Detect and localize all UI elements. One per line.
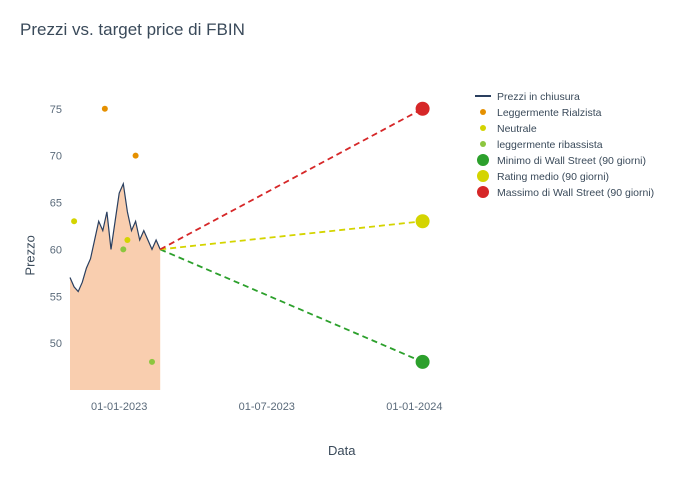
legend-label: leggermente ribassista	[497, 139, 603, 151]
legend-label: Prezzi in chiusura	[497, 91, 580, 103]
chart-container: Prezzi vs. target price di FBIN Prezzo D…	[0, 0, 700, 500]
legend-label: Minimo di Wall Street (90 giorni)	[497, 155, 646, 167]
y-tick-label: 60	[50, 244, 62, 256]
legend-dot-swatch	[480, 141, 486, 147]
price-area-fill	[70, 184, 160, 390]
legend-dot-swatch	[477, 154, 489, 166]
plot-area: Prezzo Data 50556065707501-01-202301-07-…	[20, 70, 680, 450]
scatter-point	[102, 106, 108, 112]
x-tick-label: 01-01-2024	[386, 401, 442, 413]
y-tick-label: 65	[50, 198, 62, 210]
y-tick-label: 55	[50, 291, 62, 303]
x-axis-label: Data	[328, 443, 355, 458]
legend-label: Rating medio (90 giorni)	[497, 171, 609, 183]
y-tick-label: 70	[50, 151, 62, 163]
y-axis-label: Prezzo	[23, 235, 38, 275]
projection-end-marker	[416, 355, 430, 369]
legend-label: Neutrale	[497, 123, 537, 135]
legend-dot-swatch	[480, 125, 486, 131]
x-tick-label: 01-01-2023	[91, 401, 147, 413]
scatter-point	[71, 218, 77, 224]
y-tick-label: 75	[50, 104, 62, 116]
projection-line	[160, 249, 422, 362]
scatter-point	[133, 153, 139, 159]
chart-title: Prezzi vs. target price di FBIN	[20, 20, 690, 40]
legend-label: Leggermente Rialzista	[497, 107, 602, 119]
scatter-point	[120, 246, 126, 252]
y-tick-label: 50	[50, 338, 62, 350]
legend-dot-swatch	[480, 109, 486, 115]
scatter-point	[149, 359, 155, 365]
legend-dot-swatch	[477, 186, 489, 198]
x-tick-label: 01-07-2023	[239, 401, 295, 413]
projection-line	[160, 109, 422, 250]
scatter-point	[124, 237, 130, 243]
legend-dot-swatch	[477, 170, 489, 182]
projection-line	[160, 221, 422, 249]
chart-svg: 50 55 60 65 70 75 01-01-2023 01-07-2023 01-01-20…	[20, 70, 680, 450]
projection-end-marker	[416, 102, 430, 116]
projection-end-marker	[416, 214, 430, 228]
legend-label: Massimo di Wall Street (90 giorni)	[497, 187, 654, 199]
